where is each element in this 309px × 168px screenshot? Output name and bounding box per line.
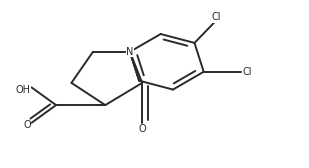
Text: Cl: Cl (242, 67, 252, 77)
Text: Cl: Cl (211, 12, 221, 22)
Text: N: N (126, 47, 133, 57)
Text: O: O (138, 124, 146, 134)
Text: O: O (23, 120, 31, 130)
Text: OH: OH (15, 85, 30, 95)
